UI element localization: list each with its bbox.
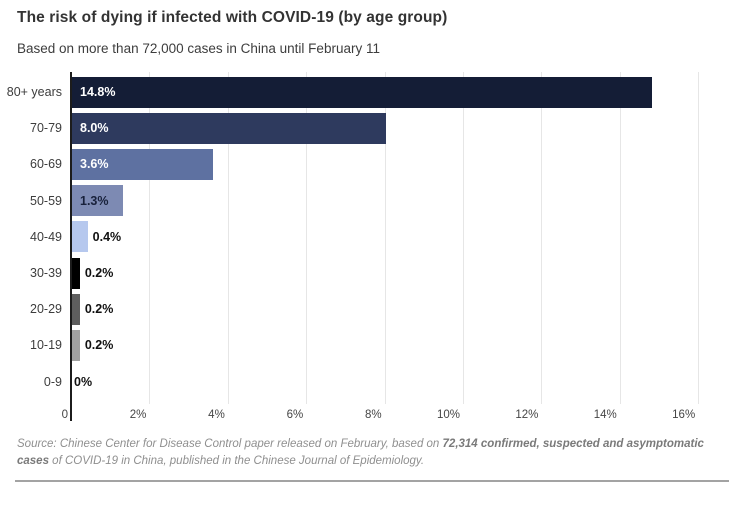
- chart-title: The risk of dying if infected with COVID…: [17, 9, 448, 26]
- bar-row: 60-69 3.6%: [0, 146, 750, 182]
- age-group-label: 0-9: [43, 374, 62, 389]
- bar-value-label: 0.2%: [84, 302, 114, 317]
- age-group-label: 40-49: [30, 229, 62, 244]
- bar-row: 50-59 1.3%: [0, 183, 750, 219]
- gridline: [619, 72, 621, 404]
- bar: [72, 221, 88, 253]
- bar: [72, 293, 80, 325]
- gridline: [698, 72, 700, 404]
- bar: [72, 76, 653, 108]
- age-group-label: 30-39: [30, 266, 62, 281]
- bar-value-label: 1.3%: [80, 193, 109, 208]
- bar: [72, 112, 386, 144]
- age-group-label: 20-29: [30, 302, 62, 317]
- age-group-label: 60-69: [30, 157, 62, 172]
- x-tick-label: 2%: [129, 409, 147, 421]
- bottom-divider: [15, 480, 729, 482]
- bar-chart: 0 2% 4% 6% 8% 10% 12% 14% 16% 80+ years 14.8% 70-79…: [0, 72, 750, 422]
- bar: [72, 185, 123, 217]
- x-tick-label: 14%: [593, 409, 617, 421]
- bar-value-label: 0%: [74, 374, 93, 389]
- age-group-label: 80+ years: [6, 85, 62, 100]
- y-axis-line: [70, 72, 72, 421]
- gridline: [463, 72, 464, 404]
- gridline: [227, 72, 229, 404]
- bar-row: 40-49 0.4%: [0, 219, 750, 255]
- bar-row: 80+ years 14.8%: [0, 74, 750, 110]
- x-tick-label: 6%: [286, 409, 304, 421]
- gridline: [541, 72, 543, 404]
- x-tick-label: 4%: [208, 409, 225, 421]
- age-group-label: 50-59: [30, 193, 62, 208]
- bar: [72, 257, 80, 289]
- x-tick-label: 10%: [436, 409, 460, 421]
- gridline: [384, 72, 386, 404]
- x-tick-label: 0: [61, 409, 68, 421]
- bar-value-label: 0.4%: [92, 229, 122, 244]
- x-tick-label: 8%: [364, 409, 382, 421]
- bar-value-label: 0.2%: [84, 338, 114, 353]
- bar-row: 0-9 0%: [0, 364, 750, 400]
- source-text-suffix: of COVID-19 in China, published in the C…: [48, 455, 425, 468]
- bar-row: 10-19 0.2%: [0, 327, 750, 363]
- source-note: Source: Chinese Center for Disease Contr…: [17, 436, 729, 471]
- source-bold-text: 72,314 confirmed, suspected and asymptom…: [17, 438, 704, 468]
- age-group-label: 10-19: [30, 338, 62, 353]
- source-text: Source: Chinese Center for Disease Contr…: [17, 438, 443, 450]
- bar: [72, 329, 80, 361]
- bar-value-label: 8.0%: [80, 121, 109, 136]
- bar-row: 30-39 0.2%: [0, 255, 750, 291]
- bar-row: 20-29 0.2%: [0, 291, 750, 327]
- age-group-label: 70-79: [30, 121, 62, 136]
- x-tick-label: 12%: [515, 409, 539, 421]
- bar-row: 70-79 8.0%: [0, 110, 750, 146]
- bar: [72, 148, 214, 180]
- x-tick-label: 16%: [672, 409, 696, 421]
- bar-value-label: 14.8%: [80, 85, 116, 100]
- gridline: [306, 72, 308, 404]
- gridline: [149, 72, 151, 404]
- chart-subtitle: Based on more than 72,000 cases in China…: [17, 41, 380, 56]
- bar-value-label: 3.6%: [80, 157, 109, 172]
- bar-value-label: 0.2%: [84, 266, 114, 281]
